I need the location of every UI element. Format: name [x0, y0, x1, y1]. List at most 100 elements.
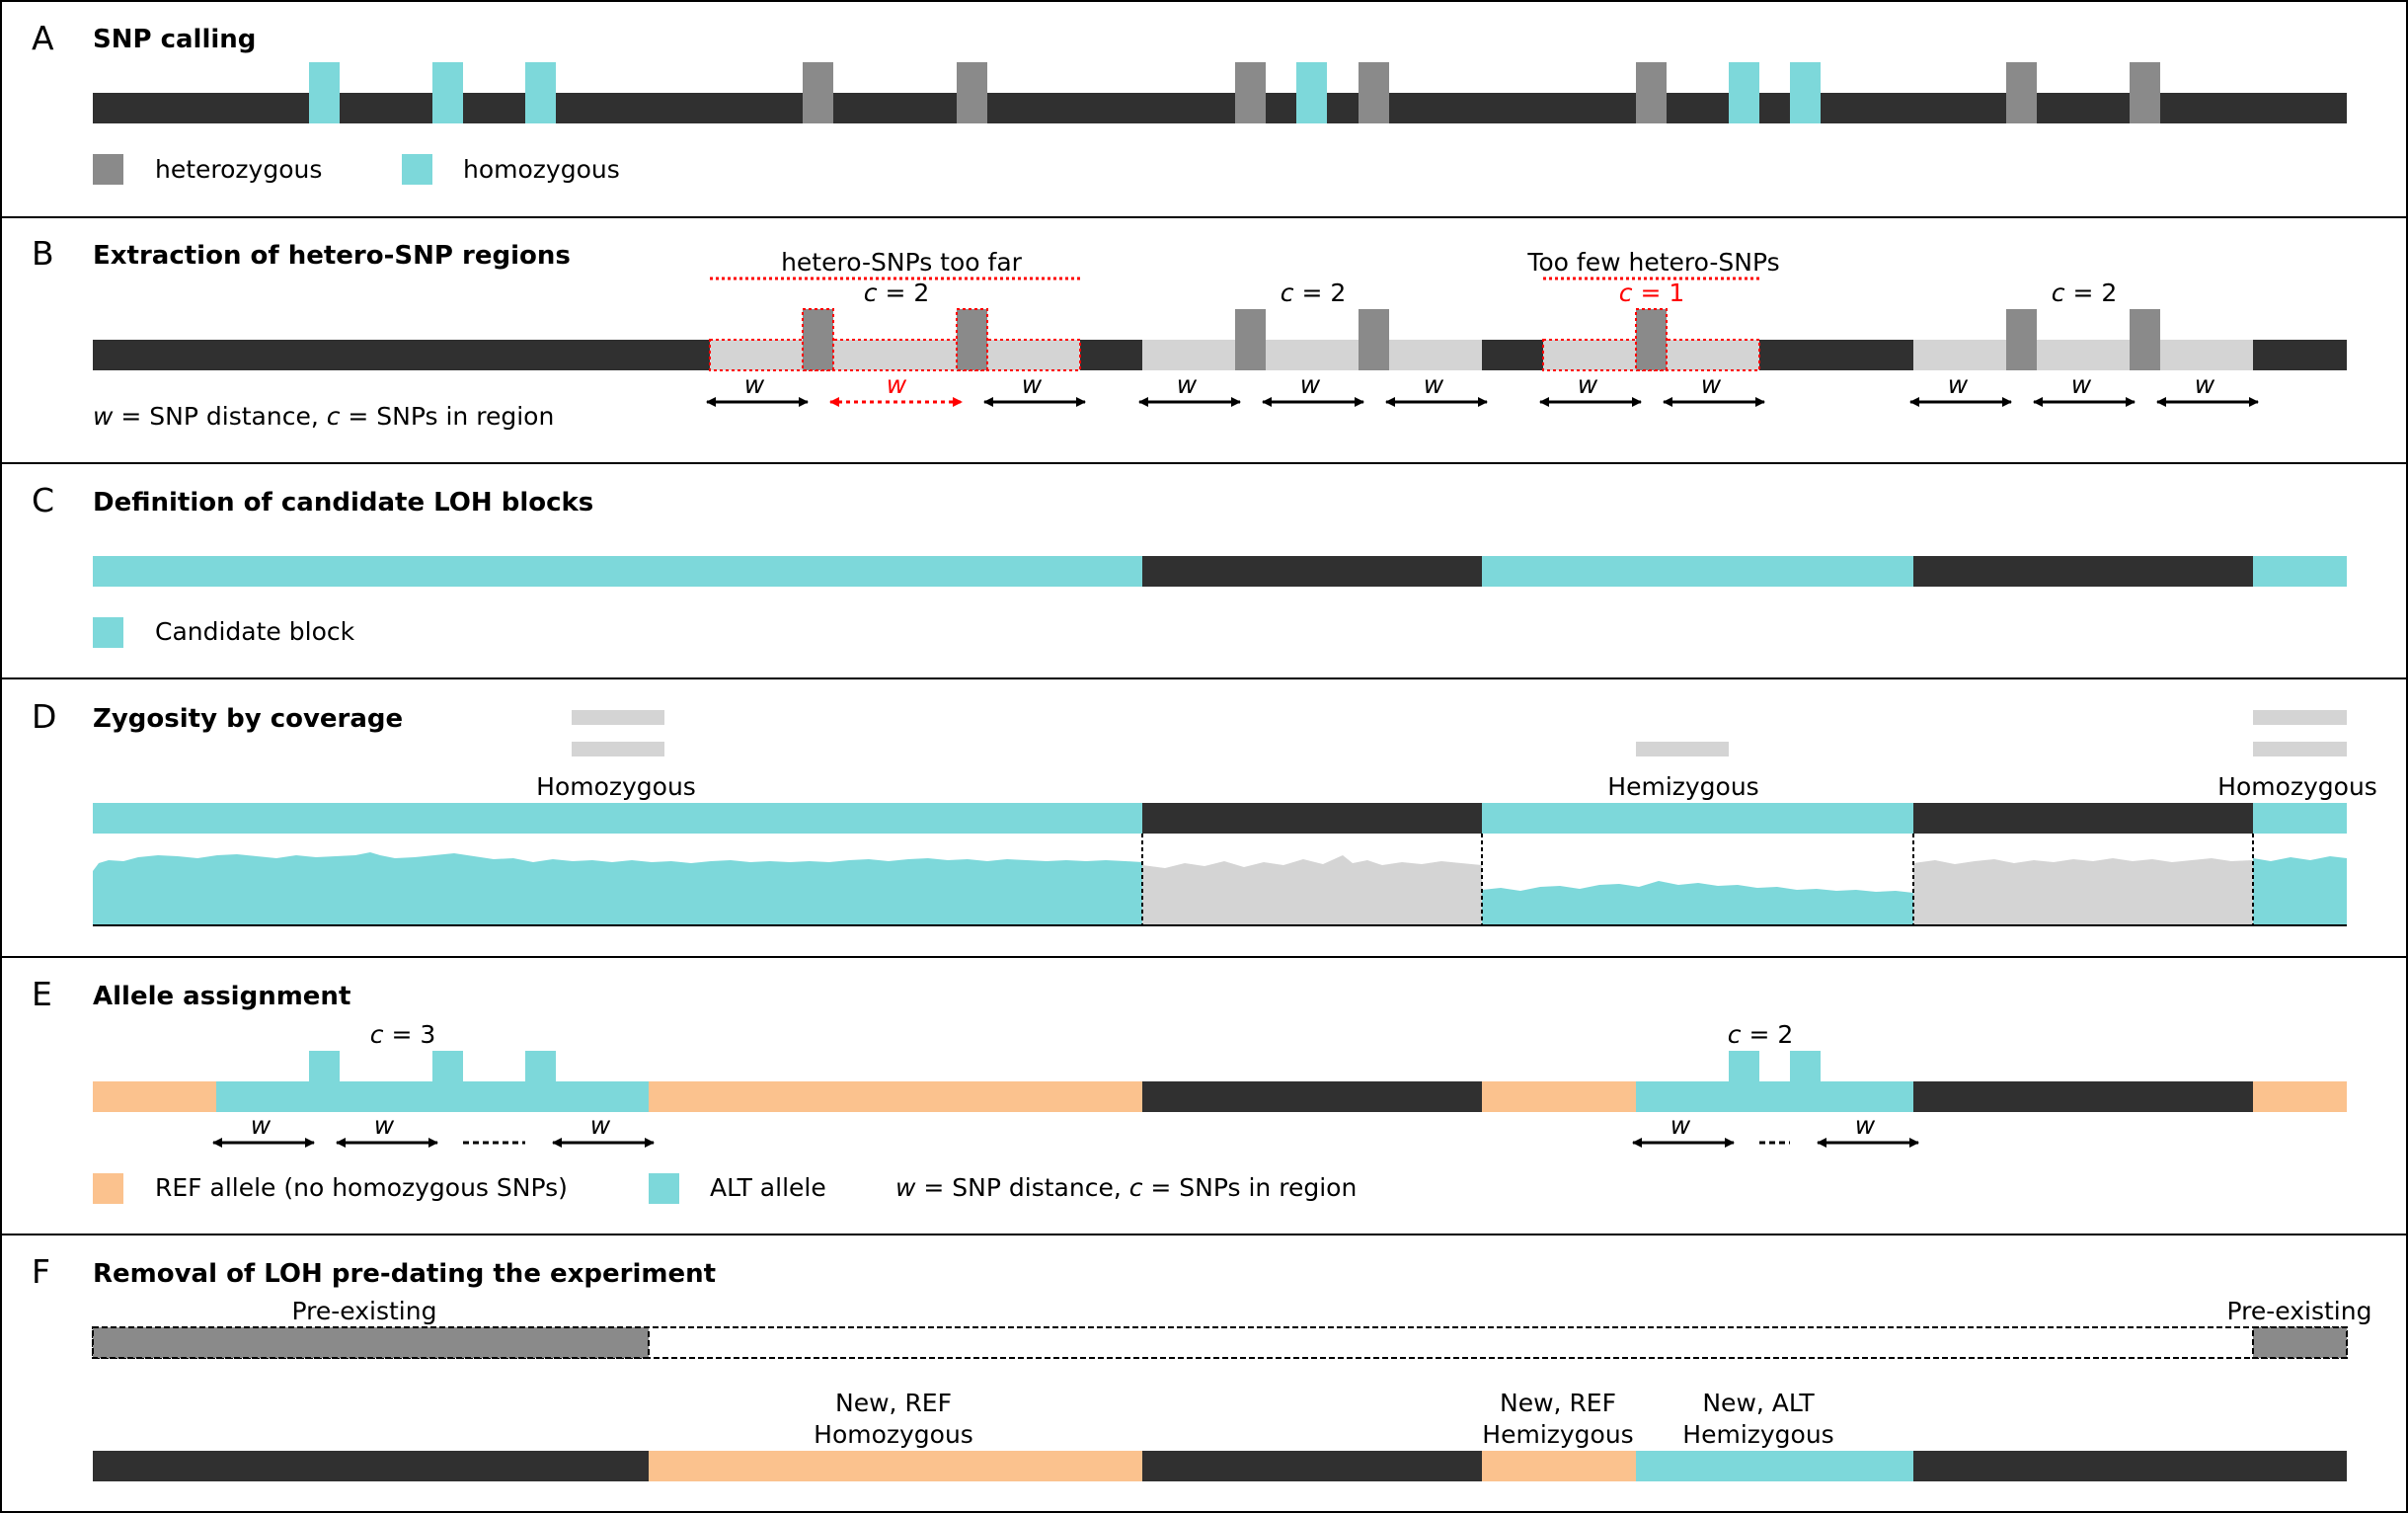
- w-label: w: [1855, 1111, 1876, 1140]
- heterozygous-snp: [802, 308, 834, 371]
- homozygous-snp: [1296, 62, 1327, 123]
- panel-d-title: Zygosity by coverage: [93, 704, 403, 734]
- new-ref-homozygous-label-line1: New, REF: [835, 1389, 952, 1417]
- copy-indicator: [2253, 710, 2347, 725]
- panel-b-letter: B: [32, 234, 54, 273]
- chromosome-bar: [93, 93, 2347, 123]
- panel-c: C Definition of candidate LOH blocks Can…: [32, 481, 2347, 648]
- legend-label-ref: REF allele (no homozygous SNPs): [155, 1173, 568, 1202]
- zygosity-label-homozygous: Homozygous: [536, 772, 696, 801]
- heterozygous-snp: [957, 62, 987, 123]
- heterozygous-snp: [1235, 309, 1266, 370]
- heterozygous-snp: [956, 308, 988, 371]
- zygosity-label-homozygous-right: Homozygous: [2217, 772, 2377, 801]
- w-label: w: [1300, 370, 1321, 399]
- ref-allele-block: [1482, 1081, 1636, 1112]
- new-ref-hemizygous-label-line2: Hemizygous: [1482, 1420, 1633, 1449]
- ref-allele-block: [649, 1081, 1142, 1112]
- panel-c-letter: C: [32, 481, 54, 519]
- new-ref-hemizygous-block: [1482, 1451, 1636, 1481]
- homozygous-snp: [1790, 62, 1821, 123]
- new-alt-hemizygous-label-line2: Hemizygous: [1682, 1420, 1833, 1449]
- heterozygous-snp: [1359, 309, 1389, 370]
- coverage-track-heterozygous: [1913, 858, 2253, 925]
- candidate-block: [2253, 803, 2347, 834]
- coverage-track-homozygous: [2253, 856, 2347, 925]
- coverage-track-homozygous: [93, 852, 1142, 925]
- distance-arrow-labels: w w w w w w w w w w w: [744, 370, 2215, 399]
- panel-c-title: Definition of candidate LOH blocks: [93, 488, 593, 518]
- panel-e-title: Allele assignment: [93, 982, 350, 1011]
- w-label: w: [1701, 370, 1722, 399]
- snp-count-label: c = 3: [370, 1020, 436, 1049]
- candidate-block: [1482, 803, 1913, 834]
- heterozygous-snp: [1235, 62, 1266, 123]
- new-ref-homozygous-block: [649, 1451, 1142, 1481]
- heterozygous-snp: [2006, 62, 2037, 123]
- heterozygous-snp: [2130, 309, 2160, 370]
- heterozygous-snp: [1636, 62, 1667, 123]
- w-label: w: [2195, 370, 2215, 399]
- homozygous-snp: [309, 1051, 340, 1112]
- w-label: w: [590, 1111, 611, 1140]
- panel-f-frame: [0, 1234, 2408, 1513]
- heterozygous-snp: [2130, 62, 2160, 123]
- candidate-block: [93, 803, 1142, 834]
- snp-region: [1142, 340, 1482, 370]
- panel-b: B Extraction of hetero-SNP regions heter…: [32, 234, 2347, 431]
- snp-markers: [309, 62, 2160, 123]
- snp-count-label-rejected: c = 1: [1619, 279, 1685, 307]
- homozygous-snp: [432, 1051, 463, 1112]
- panel-e-letter: E: [32, 975, 52, 1013]
- panel-a: A SNP calling heterozygous homozygous: [32, 19, 2347, 185]
- pre-existing-block: [92, 1326, 650, 1359]
- panel-e-legend: w = SNP distance, c = SNPs in region: [895, 1173, 1357, 1202]
- panel-b-legend: w = SNP distance, c = SNPs in region: [93, 402, 554, 431]
- pre-existing-block: [2252, 1326, 2348, 1359]
- panel-d: D Zygosity by coverage Homozygous Hemizy…: [32, 697, 2377, 926]
- heterozygous-snp: [2006, 309, 2037, 370]
- w-label: w: [374, 1111, 395, 1140]
- pre-existing-label: Pre-existing: [292, 1297, 437, 1325]
- copy-indicator: [1636, 742, 1729, 756]
- new-ref-homozygous-label-line2: Homozygous: [814, 1420, 973, 1449]
- snp-count-label: c = 2: [864, 279, 930, 307]
- legend-label-alt: ALT allele: [710, 1173, 826, 1202]
- legend-swatch-heterozygous: [93, 154, 123, 185]
- heterozygous-snp: [1359, 62, 1389, 123]
- w-label: w: [1177, 370, 1198, 399]
- homozygous-snp: [1790, 1051, 1821, 1112]
- rejected-region: [709, 339, 1081, 371]
- w-label: w: [1022, 370, 1043, 399]
- copy-indicator: [572, 710, 664, 725]
- panel-f-title: Removal of LOH pre-dating the experiment: [93, 1259, 716, 1289]
- new-alt-hemizygous-block: [1636, 1451, 1913, 1481]
- w-label-too-far: w: [887, 370, 907, 399]
- panel-f-letter: F: [32, 1252, 50, 1291]
- w-label: w: [1578, 370, 1598, 399]
- panel-e: E Allele assignment c = 3 c = 2 w w w: [32, 975, 2347, 1204]
- legend-swatch-homozygous: [402, 154, 432, 185]
- snp-count-label: c = 2: [1281, 279, 1347, 307]
- panel-a-letter: A: [32, 19, 54, 57]
- snp-count-label: c = 2: [1728, 1020, 1794, 1049]
- homozygous-snp: [432, 62, 463, 123]
- ref-allele-block: [93, 1081, 216, 1112]
- homozygous-snp: [309, 62, 340, 123]
- w-label: w: [1424, 370, 1444, 399]
- chromosome-bar: [93, 1451, 2347, 1481]
- legend-label-heterozygous: heterozygous: [155, 155, 322, 184]
- copy-indicator: [572, 742, 664, 756]
- legend-swatch-alt: [649, 1173, 679, 1204]
- coverage-track-heterozygous: [1142, 855, 1482, 925]
- legend-swatch-candidate: [93, 617, 123, 648]
- alt-allele-block: [1636, 1081, 1913, 1112]
- candidate-block: [93, 556, 1142, 587]
- w-label: w: [251, 1111, 272, 1140]
- note-too-few-hetero-snps: Too few hetero-SNPs: [1526, 248, 1779, 277]
- w-label: w: [744, 370, 765, 399]
- legend-label-homozygous: homozygous: [463, 155, 620, 184]
- homozygous-snp: [1729, 62, 1759, 123]
- panel-f: F Removal of LOH pre-dating the experime…: [32, 1252, 2371, 1481]
